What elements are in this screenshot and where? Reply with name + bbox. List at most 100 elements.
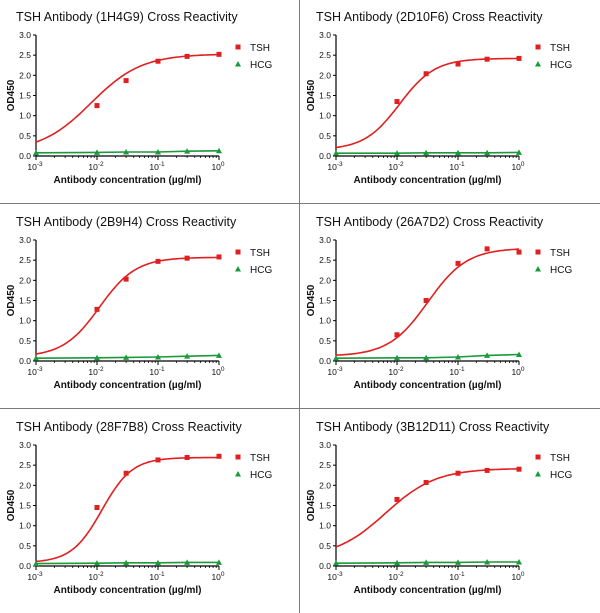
y-tick-label: 0.0 bbox=[19, 561, 31, 571]
data-point-hcg bbox=[394, 559, 400, 566]
data-point-tsh bbox=[184, 53, 190, 59]
chart-panel: TSH Antibody (3B12D11) Cross Reactivity 0… bbox=[300, 410, 599, 613]
data-point-hcg bbox=[484, 558, 491, 565]
data-point-tsh bbox=[516, 55, 522, 61]
legend-label-hcg: HCG bbox=[250, 265, 272, 276]
y-tick-label: 1.0 bbox=[319, 316, 331, 326]
y-tick-label: 2.0 bbox=[319, 480, 331, 490]
data-point-hcg bbox=[455, 559, 461, 565]
y-tick-label: 2.5 bbox=[319, 255, 331, 265]
y-tick-label: 1.0 bbox=[319, 521, 331, 531]
data-point-hcg bbox=[184, 559, 191, 565]
x-axis-label: Antibody concentration (µg/ml) bbox=[54, 585, 202, 596]
data-point-tsh bbox=[484, 246, 490, 252]
legend-marker-hcg bbox=[235, 471, 241, 477]
data-point-tsh bbox=[484, 56, 490, 62]
x-tick-label: 10-1 bbox=[149, 161, 165, 172]
series-line-hcg bbox=[335, 561, 519, 564]
data-point-hcg bbox=[184, 148, 191, 154]
series-line-hcg bbox=[35, 150, 220, 154]
data-point-hcg bbox=[123, 354, 130, 360]
data-point-hcg bbox=[94, 560, 100, 566]
data-point-hcg bbox=[394, 150, 400, 156]
y-tick-label: 0.5 bbox=[319, 541, 331, 551]
y-tick-label: 0.5 bbox=[19, 336, 31, 346]
data-point-hcg bbox=[423, 149, 430, 156]
y-tick-label: 0.0 bbox=[319, 561, 331, 571]
data-point-tsh bbox=[155, 457, 161, 463]
y-tick-label: 2.0 bbox=[19, 480, 31, 490]
chart-title: TSH Antibody (2B9H4) Cross Reactivity bbox=[16, 215, 237, 229]
y-tick-label: 2.5 bbox=[19, 460, 31, 470]
y-tick-label: 0.0 bbox=[19, 151, 31, 161]
y-axis-label: OD450 bbox=[6, 489, 17, 521]
data-point-tsh bbox=[216, 51, 222, 57]
legend-label-tsh: TSH bbox=[550, 248, 570, 259]
data-point-hcg bbox=[516, 149, 522, 155]
data-point-tsh bbox=[394, 99, 400, 105]
legend-label-tsh: TSH bbox=[250, 43, 270, 54]
legend-label-hcg: HCG bbox=[550, 265, 572, 276]
y-tick-label: 0.5 bbox=[19, 541, 31, 551]
data-point-hcg bbox=[216, 147, 222, 154]
data-point-tsh bbox=[423, 71, 429, 77]
legend-label-hcg: HCG bbox=[550, 470, 572, 481]
y-tick-label: 1.5 bbox=[319, 91, 331, 101]
chart-svg: TSH Antibody (1H4G9) Cross Reactivity 0.0… bbox=[6, 10, 272, 186]
data-point-tsh bbox=[423, 298, 429, 303]
x-tick-label: 100 bbox=[511, 571, 524, 582]
legend-marker-tsh bbox=[235, 454, 241, 460]
y-tick-label: 3.0 bbox=[19, 30, 31, 40]
x-tick-label: 10-2 bbox=[88, 366, 104, 377]
x-tick-label: 100 bbox=[211, 366, 224, 377]
y-tick-label: 0.0 bbox=[319, 151, 331, 161]
data-point-hcg bbox=[155, 353, 161, 360]
data-point-hcg bbox=[423, 354, 430, 361]
y-tick-label: 2.5 bbox=[319, 50, 331, 60]
data-point-hcg bbox=[333, 355, 339, 361]
panel-divider bbox=[0, 203, 600, 204]
y-tick-label: 1.0 bbox=[19, 111, 31, 121]
x-tick-label: 10-1 bbox=[449, 366, 465, 377]
x-tick-label: 10-2 bbox=[388, 366, 404, 377]
x-tick-label: 10-2 bbox=[388, 161, 404, 172]
y-axis-label: OD450 bbox=[6, 284, 17, 316]
x-axis-label: Antibody concentration (µg/ml) bbox=[354, 380, 502, 391]
data-point-tsh bbox=[216, 453, 222, 459]
chart-panel: TSH Antibody (2B9H4) Cross Reactivity 0.0… bbox=[0, 205, 299, 408]
y-tick-label: 1.5 bbox=[19, 91, 31, 101]
data-point-hcg bbox=[33, 560, 39, 567]
y-tick-label: 1.5 bbox=[19, 501, 31, 511]
y-axis-label: OD450 bbox=[306, 284, 317, 316]
chart-panel: TSH Antibody (26A7D2) Cross Reactivity 0.… bbox=[300, 205, 599, 408]
x-tick-label: 100 bbox=[211, 571, 224, 582]
y-tick-label: 2.5 bbox=[19, 50, 31, 60]
x-tick-label: 100 bbox=[511, 366, 524, 377]
x-tick-label: 10-1 bbox=[449, 571, 465, 582]
legend-label-hcg: HCG bbox=[250, 60, 272, 71]
data-point-hcg bbox=[216, 559, 222, 565]
data-point-hcg bbox=[94, 354, 100, 361]
data-point-hcg bbox=[123, 559, 130, 566]
y-tick-label: 3.0 bbox=[19, 235, 31, 245]
data-point-tsh bbox=[394, 332, 400, 338]
x-tick-label: 10-1 bbox=[149, 571, 165, 582]
y-tick-label: 1.5 bbox=[319, 296, 331, 306]
legend-label-tsh: TSH bbox=[550, 43, 570, 54]
data-point-tsh bbox=[516, 249, 522, 255]
legend-marker-tsh bbox=[535, 249, 541, 255]
data-point-tsh bbox=[216, 254, 222, 260]
chart-svg: TSH Antibody (2D10F6) Cross Reactivity 0.… bbox=[306, 10, 572, 186]
x-tick-label: 10-1 bbox=[449, 161, 465, 172]
legend-label-hcg: HCG bbox=[550, 60, 572, 71]
data-point-hcg bbox=[455, 353, 461, 360]
chart-title: TSH Antibody (28F7B8) Cross Reactivity bbox=[16, 420, 243, 434]
series-line-hcg bbox=[35, 561, 219, 565]
data-point-hcg bbox=[33, 355, 39, 361]
data-point-hcg bbox=[216, 352, 222, 358]
series-line-hcg bbox=[35, 354, 220, 359]
data-point-tsh bbox=[184, 255, 190, 261]
data-point-tsh bbox=[155, 258, 161, 264]
y-tick-label: 3.0 bbox=[19, 440, 31, 450]
